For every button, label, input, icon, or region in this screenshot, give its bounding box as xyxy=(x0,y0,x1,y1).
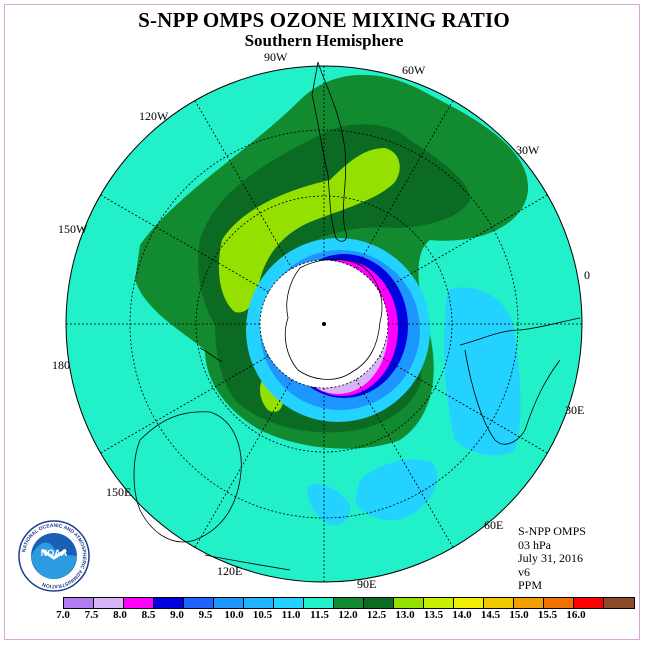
info-date: July 31, 2016 xyxy=(518,551,584,565)
map-border xyxy=(65,65,583,583)
legend-label: 10.5 xyxy=(252,609,273,621)
lon-label-0: 0 xyxy=(584,268,590,282)
legend-swatch xyxy=(334,598,364,608)
legend-label: 14.0 xyxy=(452,609,472,621)
south-pole-marker xyxy=(322,322,326,326)
legend-label: 8.0 xyxy=(113,609,127,621)
lon-label-150w: 150W xyxy=(58,222,88,236)
meridian-line xyxy=(379,355,548,454)
color-legend-labels: 7.0 7.5 8.0 8.5 9.0 9.5 10.0 10.5 11.0 11.5 12.0 12… xyxy=(0,609,648,623)
meridian-line xyxy=(194,100,293,269)
lon-label-150e: 150E xyxy=(106,485,132,499)
field-10-5-southwest xyxy=(307,484,351,526)
legend-label: 12.5 xyxy=(366,609,387,621)
map-title: S-NPP OMPS OZONE MIXING RATIO xyxy=(138,8,510,32)
legend-label: 10.0 xyxy=(224,609,244,621)
legend-label: 7.5 xyxy=(84,609,99,621)
field-10-5-east xyxy=(444,287,521,456)
legend-swatch xyxy=(154,598,184,608)
field-10-5-south xyxy=(355,459,438,521)
field-12-5-north xyxy=(218,148,400,313)
legend-label: 15.5 xyxy=(537,609,558,621)
legend-swatch xyxy=(484,598,514,608)
map-subtitle: Southern Hemisphere xyxy=(244,31,404,50)
antarctica-coastline xyxy=(284,259,383,380)
legend-label: 14.5 xyxy=(480,609,501,621)
legend-label: 15.0 xyxy=(509,609,529,621)
lon-label-60w: 60W xyxy=(402,63,426,77)
coastlines xyxy=(133,61,581,571)
legend-label: 13.5 xyxy=(423,609,444,621)
info-satellite: S-NPP OMPS xyxy=(518,524,586,538)
legend-swatch xyxy=(274,598,304,608)
legend-swatch xyxy=(304,598,334,608)
legend-swatch xyxy=(244,598,274,608)
info-level: 03 hPa xyxy=(518,537,551,552)
legend-label: 11.0 xyxy=(281,609,301,621)
legend-label: 7.0 xyxy=(56,609,70,621)
africa-coastline xyxy=(459,317,581,445)
lon-label-30e: 30E xyxy=(565,403,585,417)
lon-label-90e: 90E xyxy=(357,577,377,591)
legend-label: 8.5 xyxy=(141,609,156,621)
meridian-line xyxy=(100,194,269,293)
legend-swatch xyxy=(364,598,394,608)
new-zealand-coastline xyxy=(199,347,223,363)
info-version: v6 xyxy=(518,564,530,579)
graticule xyxy=(66,66,582,582)
legend-label: 11.5 xyxy=(310,609,329,621)
legend-label: 9.5 xyxy=(198,609,213,621)
legend-swatch xyxy=(94,598,124,608)
australia-coastline xyxy=(133,411,242,543)
meridian-line xyxy=(194,379,293,548)
lon-label-30w: 30W xyxy=(516,143,540,157)
lon-label-90w: 90W xyxy=(264,50,288,64)
meridian-line xyxy=(355,100,454,269)
legend-swatch xyxy=(424,598,454,608)
seagull-icon xyxy=(41,548,67,560)
image-frame xyxy=(4,4,640,640)
legend-swatch xyxy=(64,598,94,608)
legend-swatch xyxy=(574,598,604,608)
meridian-line xyxy=(355,379,454,548)
product-info: S-NPP OMPS 03 hPa July 31, 2016 v6 PPM xyxy=(518,524,586,593)
meridian-line xyxy=(100,355,269,454)
legend-label: 12.0 xyxy=(338,609,358,621)
legend-swatch xyxy=(214,598,244,608)
lon-label-120w: 120W xyxy=(139,109,169,123)
legend-swatch xyxy=(394,598,424,608)
legend-swatch xyxy=(544,598,574,608)
meridian-line xyxy=(379,194,548,293)
legend-label: 9.0 xyxy=(170,609,184,621)
legend-swatch xyxy=(124,598,154,608)
lon-label-180: 180 xyxy=(52,358,70,372)
legend-label: 13.0 xyxy=(395,609,415,621)
legend-swatch xyxy=(184,598,214,608)
color-legend-bar xyxy=(63,597,635,609)
info-units: PPM xyxy=(518,578,543,592)
south-america-coastline xyxy=(311,61,347,242)
legend-swatch xyxy=(514,598,544,608)
legend-swatch xyxy=(454,598,484,608)
lon-label-120e: 120E xyxy=(217,564,243,578)
legend-label: 16.0 xyxy=(566,609,586,621)
noaa-logo: NATIONAL OCEANIC AND ATMOSPHERIC ADMINIS… xyxy=(18,520,90,592)
logo-noaa-text: NOAA xyxy=(41,548,68,558)
legend-swatch xyxy=(604,598,634,608)
lon-label-60e: 60E xyxy=(484,518,504,532)
